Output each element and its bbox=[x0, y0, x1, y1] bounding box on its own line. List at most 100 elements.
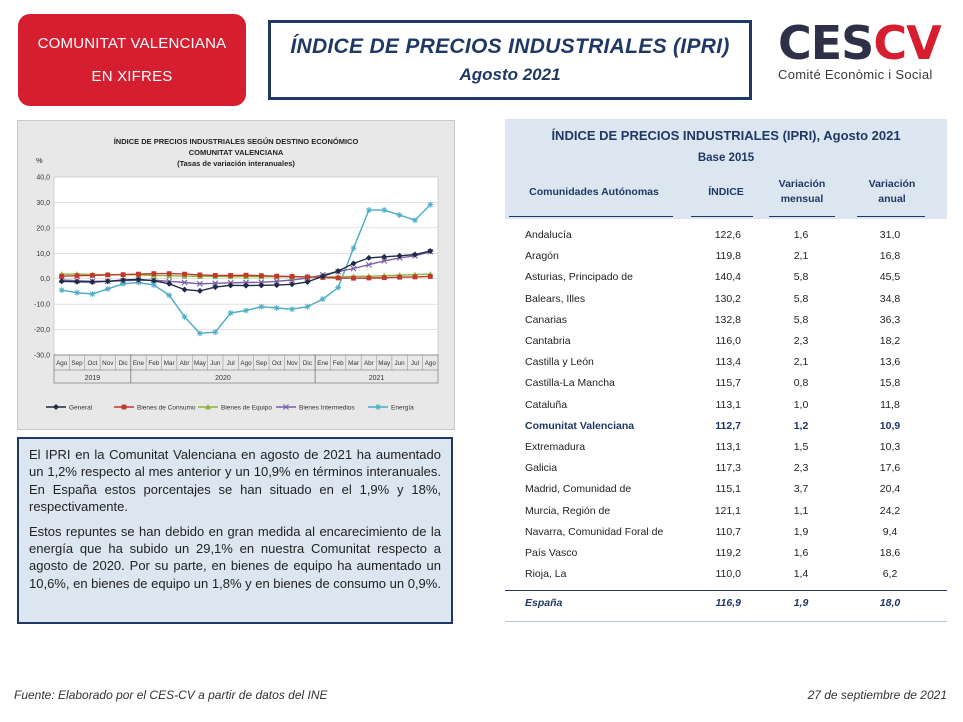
data-point bbox=[151, 271, 157, 277]
col-header-monthly-2: mensual bbox=[780, 193, 824, 205]
y-tick-label: -10,0 bbox=[34, 302, 50, 309]
data-point bbox=[304, 279, 311, 286]
col-header-region: Comunidades Autónomas bbox=[529, 186, 659, 198]
x-tick-label: May bbox=[194, 360, 207, 367]
x-tick-label: Jul bbox=[411, 360, 419, 367]
table-row: Canarias 132,8 5,8 36,3 bbox=[505, 310, 947, 331]
data-point bbox=[89, 279, 96, 286]
monthly-cell: 2,1 bbox=[793, 250, 809, 263]
data-point bbox=[182, 271, 187, 277]
header-rule-region bbox=[509, 216, 673, 217]
x-tick-label: Ago bbox=[240, 360, 252, 367]
data-point bbox=[166, 292, 173, 299]
monthly-cell: 2,3 bbox=[793, 335, 809, 347]
data-point bbox=[181, 313, 188, 320]
header-rule-annual bbox=[857, 216, 925, 217]
page-title: ÍNDICE DE PRECIOS INDUSTRIALES (IPRI) bbox=[290, 35, 730, 58]
data-point bbox=[166, 271, 172, 277]
data-point bbox=[166, 280, 173, 287]
table-row: Comunitat Valenciana 112,7 1,2 10,9 bbox=[505, 416, 947, 437]
data-point bbox=[228, 273, 234, 278]
logo-wordmark-dark: CES bbox=[778, 16, 874, 70]
legend-label: Bienes de Equipo bbox=[221, 405, 272, 412]
data-point bbox=[319, 296, 326, 303]
footer-date: 27 de septiembre de 2021 bbox=[807, 688, 947, 702]
table-row: Andalucía 122,6 1,6 31,0 bbox=[505, 225, 947, 246]
data-point bbox=[74, 273, 80, 279]
annual-cell: 36,3 bbox=[879, 313, 901, 326]
x-tick-label: Ene bbox=[317, 360, 329, 367]
table-row: Rioja, La 110,0 1,4 6,2 bbox=[505, 564, 947, 585]
y-tick-label: 0,0 bbox=[40, 276, 50, 283]
data-point bbox=[335, 268, 342, 275]
data-point bbox=[197, 272, 203, 278]
monthly-cell: 1,1 bbox=[793, 504, 809, 517]
x-tick-label: Jun bbox=[395, 360, 406, 367]
col-header-annual-1: Variación bbox=[868, 178, 916, 190]
data-point bbox=[181, 279, 188, 286]
data-point bbox=[135, 279, 142, 286]
x-tick-label: Sep bbox=[256, 360, 268, 367]
index-cell: 113,1 bbox=[715, 441, 742, 453]
badge-line-1: COMUNITAT VALENCIANA bbox=[37, 35, 227, 52]
footer-source: Fuente: Elaborado por el CES-CV a partir… bbox=[14, 688, 328, 702]
index-cell: 122,6 bbox=[714, 229, 741, 241]
x-tick-label: Dic bbox=[303, 360, 312, 367]
col-header-monthly-1: Variación bbox=[778, 178, 826, 190]
data-point bbox=[381, 253, 388, 260]
x-tick-label: Oct bbox=[272, 360, 282, 367]
data-point bbox=[74, 289, 81, 296]
region-cell: Balears, Illes bbox=[525, 292, 586, 305]
legend-label: General bbox=[69, 405, 93, 412]
data-point bbox=[243, 272, 249, 278]
index-cell: 119,8 bbox=[715, 250, 742, 263]
index-cell: 121,1 bbox=[714, 504, 741, 517]
data-point bbox=[335, 284, 342, 291]
x-tick-label: May bbox=[378, 360, 391, 367]
x-tick-label: Ago bbox=[56, 360, 68, 367]
data-point bbox=[135, 276, 142, 283]
data-point bbox=[58, 278, 65, 285]
header-rule-index bbox=[691, 216, 753, 217]
data-point bbox=[273, 304, 280, 311]
region-cell: Cantabria bbox=[525, 335, 571, 347]
monthly-cell: 2,3 bbox=[793, 462, 809, 475]
x-tick-label: Jun bbox=[210, 360, 221, 367]
table-row: País Vasco 119,2 1,6 18,6 bbox=[505, 543, 947, 564]
y-tick-label: 20,0 bbox=[36, 225, 50, 232]
annual-cell: 15,8 bbox=[879, 377, 901, 390]
data-point bbox=[273, 278, 280, 285]
monthly-cell: 1,6 bbox=[793, 547, 809, 559]
table-row-total: España 116,9 1,9 18,0 bbox=[505, 593, 947, 614]
table-row: Navarra, Comunidad Foral de 110,7 1,9 9,4 bbox=[505, 522, 947, 543]
data-point bbox=[120, 276, 127, 283]
title-box: ÍNDICE DE PRECIOS INDUSTRIALES (IPRI) Ag… bbox=[268, 20, 752, 100]
region-cell: Navarra, Comunidad Foral de bbox=[525, 525, 664, 538]
data-point bbox=[227, 282, 234, 289]
y-axis-unit: % bbox=[36, 156, 43, 165]
badge-line-2: EN XIFRES bbox=[91, 68, 173, 85]
logo-subtitle: Comité Econòmic i Social bbox=[778, 67, 933, 82]
data-point bbox=[243, 279, 249, 286]
header-rule-monthly bbox=[769, 216, 835, 217]
data-point bbox=[258, 282, 265, 289]
data-point bbox=[350, 245, 357, 252]
index-cell: 119,2 bbox=[715, 547, 742, 559]
monthly-cell: 1,2 bbox=[793, 419, 809, 432]
monthly-cell: 1,4 bbox=[793, 568, 809, 581]
y-tick-label: 40,0 bbox=[36, 175, 50, 182]
annual-cell: 10,3 bbox=[879, 441, 901, 453]
region-cell: Canarias bbox=[525, 313, 568, 326]
y-tick-label: -20,0 bbox=[34, 327, 50, 334]
data-point bbox=[351, 275, 356, 281]
chart-panel: ÍNDICE DE PRECIOS INDUSTRIALES SEGÚN DES… bbox=[17, 120, 455, 430]
x-tick-label: Mar bbox=[164, 360, 175, 367]
data-point bbox=[90, 273, 95, 278]
monthly-cell: 5,8 bbox=[793, 271, 809, 284]
y-tick-label: -30,0 bbox=[34, 353, 50, 360]
data-point bbox=[381, 275, 387, 281]
y-tick-label: 30,0 bbox=[36, 200, 50, 207]
x-axis-box bbox=[53, 354, 439, 384]
data-point bbox=[212, 273, 218, 278]
year-label: 2020 bbox=[215, 375, 231, 382]
